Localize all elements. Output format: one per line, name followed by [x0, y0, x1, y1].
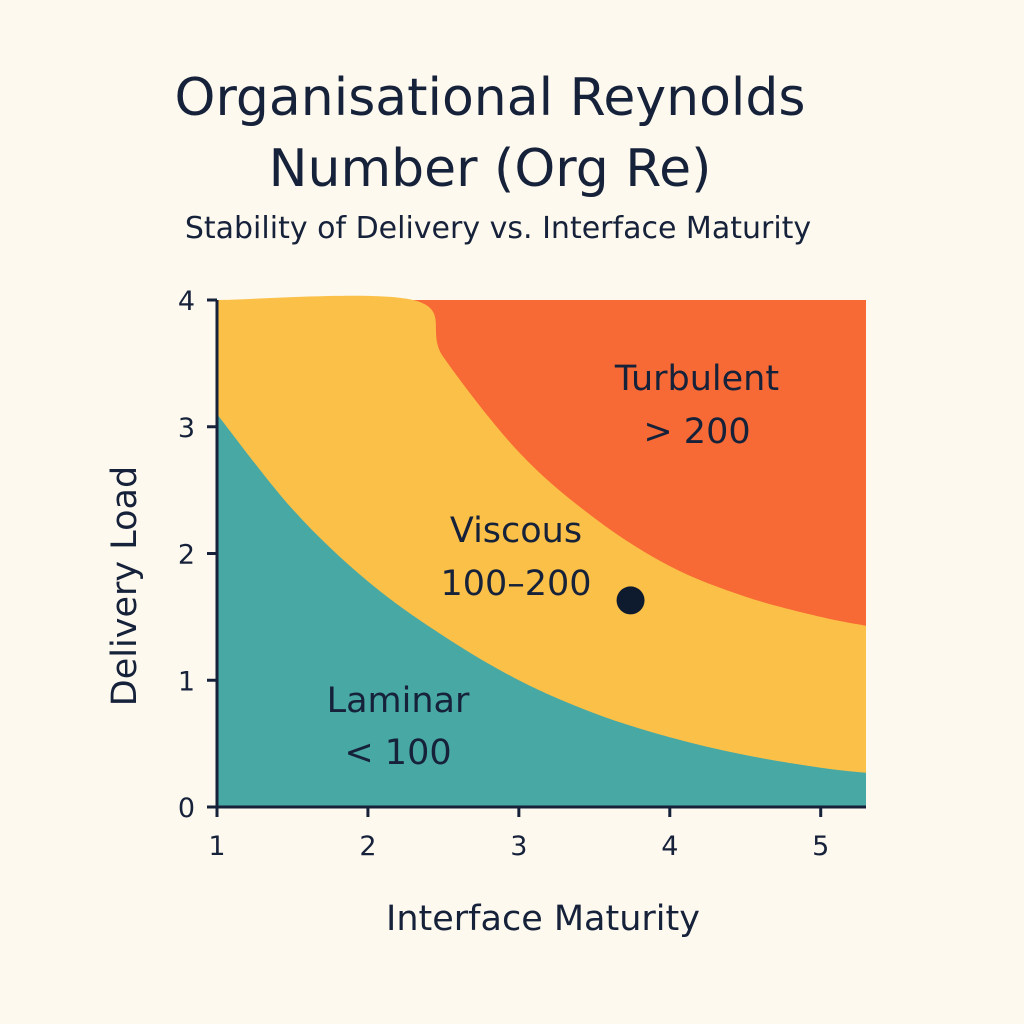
y-axis-title: Delivery Load [105, 466, 145, 706]
region-label-laminar: Laminar [327, 681, 470, 721]
y-tick-label: 0 [178, 793, 195, 824]
y-tick-label: 3 [178, 413, 195, 444]
x-axis-title: Interface Maturity [386, 899, 700, 939]
chart-title-line-2: Number (Org Re) [268, 139, 712, 199]
region-range-viscous: 100–200 [440, 564, 591, 604]
region-label-viscous: Viscous [450, 511, 582, 551]
chart-subtitle: Stability of Delivery vs. Interface Matu… [184, 211, 812, 246]
region-labels: Laminar < 100 Viscous 100–200 Turbulent > 200 [327, 359, 780, 773]
region-laminar [217, 414, 866, 807]
chart-title-line-1: Organisational Reynolds [174, 68, 806, 128]
x-tick-label: 5 [812, 831, 829, 862]
x-tick-label: 1 [208, 831, 225, 862]
x-tick-label: 2 [359, 831, 376, 862]
x-tick-label: 4 [661, 831, 678, 862]
region-range-laminar: < 100 [344, 733, 451, 773]
y-tick-label: 1 [178, 666, 195, 697]
data-point [616, 586, 645, 615]
regions-layer [217, 295, 866, 807]
y-tick-label: 2 [178, 540, 195, 571]
y-tick-label: 4 [178, 286, 195, 317]
points-layer [616, 586, 645, 615]
x-tick-label: 3 [510, 831, 527, 862]
region-label-turbulent: Turbulent [614, 359, 779, 399]
region-range-turbulent: > 200 [643, 412, 750, 452]
